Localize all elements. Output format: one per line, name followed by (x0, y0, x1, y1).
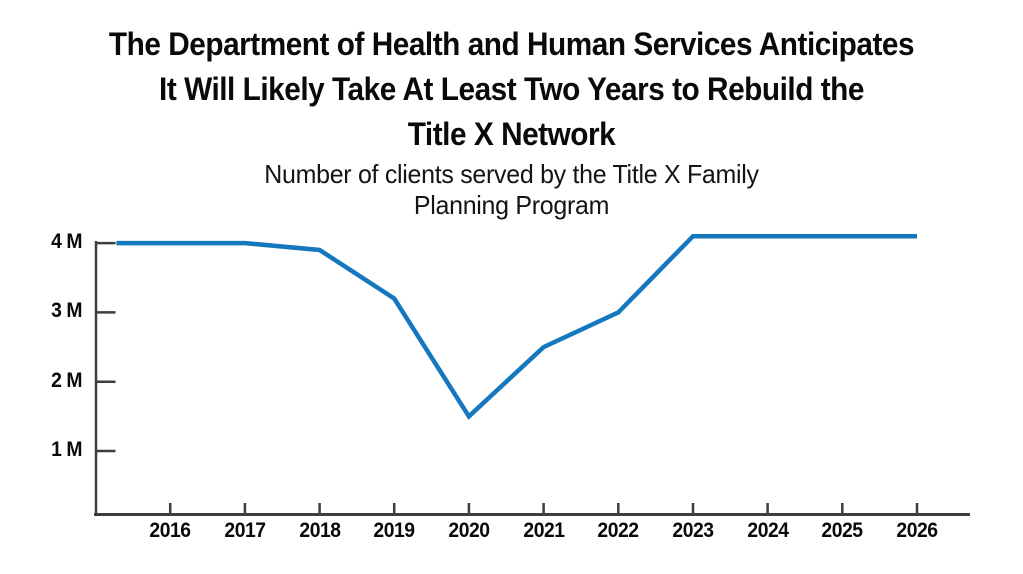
chart-subtitle: Number of clients served by the Title X … (0, 159, 1023, 221)
x-axis-tick-label: 2022 (597, 519, 640, 542)
x-axis-tick-label: 2020 (448, 519, 490, 542)
y-axis-tick-label: 4 M (51, 230, 82, 254)
x-axis-tick-label: 2018 (298, 519, 341, 542)
chart-title-line-3: Title X Network (407, 116, 616, 152)
y-axis-tick-label: 2 M (51, 368, 82, 392)
chart-subtitle-line-2: Planning Program (413, 190, 610, 220)
chart-subtitle-line-1: Number of clients served by the Title X … (264, 159, 759, 189)
chart-title-line-2: It Will Likely Take At Least Two Years t… (159, 71, 864, 107)
x-axis-tick-label: 2017 (224, 519, 266, 542)
x-axis-tick-label: 2026 (896, 519, 938, 542)
x-axis-tick-label: 2019 (373, 519, 416, 542)
x-axis-tick-label: 2023 (672, 519, 714, 542)
x-axis-tick-label: 2025 (821, 519, 864, 542)
chart-title-line-1: The Department of Health and Human Servi… (108, 26, 915, 62)
y-axis-tick-label: 3 M (51, 299, 82, 323)
x-axis-tick-label: 2024 (747, 519, 789, 542)
y-axis-tick-label: 1 M (51, 438, 82, 461)
figure-header: The Department of Health and Human Servi… (0, 22, 1023, 221)
x-axis-tick-label: 2016 (149, 519, 192, 542)
data-line (116, 233, 917, 420)
x-axis-tick-label: 2021 (523, 519, 565, 542)
